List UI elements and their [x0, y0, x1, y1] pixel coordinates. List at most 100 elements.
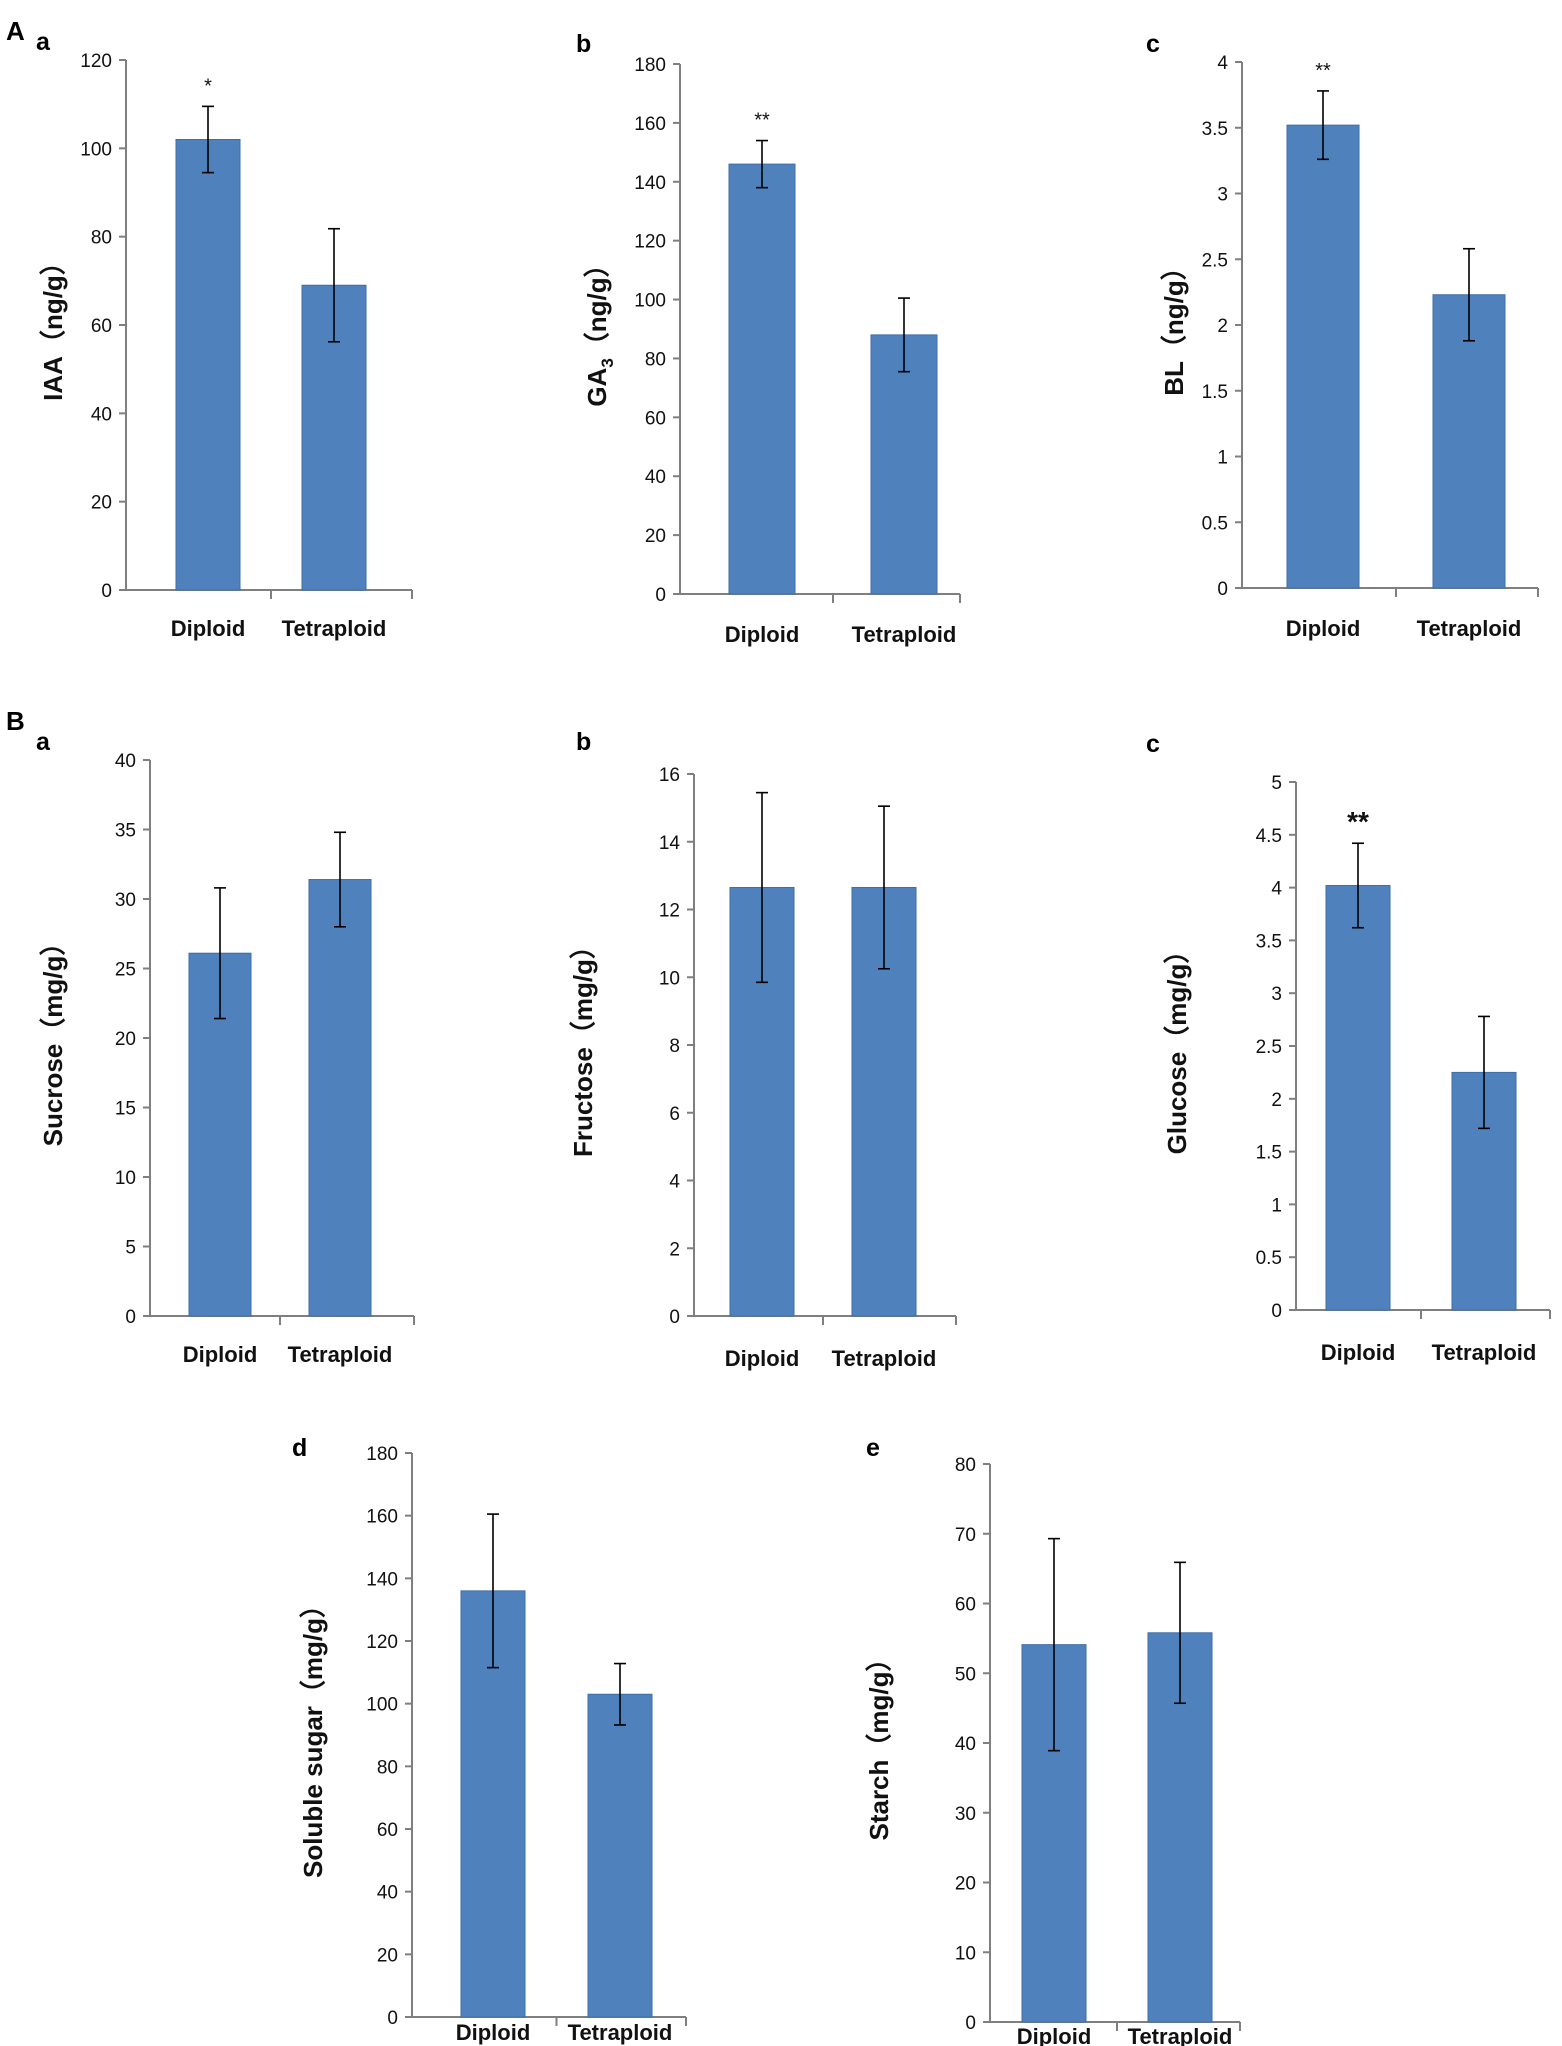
category-label-ac-tetraploid: Tetraploid — [1417, 616, 1522, 641]
y-tick-label-bb-0: 0 — [669, 1307, 680, 1328]
category-label-bc-diploid: Diploid — [1321, 1340, 1396, 1365]
y-tick-label-ab-6: 120 — [634, 232, 666, 253]
y-tick-label-bb-6: 12 — [659, 901, 680, 922]
y-tick-label-ac-3: 1.5 — [1202, 382, 1228, 403]
y-tick-label-bd-4: 80 — [377, 1757, 398, 1778]
category-label-be-tetraploid: Tetraploid — [1128, 2024, 1233, 2046]
y-tick-label-bc-4: 2 — [1271, 1090, 1282, 1111]
subplot-letter-bb: b — [576, 728, 591, 756]
chart-ab: b 0 20 40 60 80 100 120 140 160 180 Diploid ** Tetrap… — [576, 30, 961, 647]
y-tick-label-ac-4: 2 — [1217, 316, 1228, 337]
y-tick-label-ab-2: 40 — [645, 467, 666, 488]
bar-aa-diploid — [175, 139, 241, 591]
y-tick-label-ba-6: 30 — [115, 890, 136, 911]
chart-bc: c 0 0.5 1 1.5 2 2.5 3 3.5 4 4.5 5 Diploid ** Tetraploi… — [1146, 730, 1551, 1365]
y-axis-label-aa: IAA（ng/g） — [38, 249, 68, 401]
category-label-bd-tetraploid: Tetraploid — [568, 2020, 673, 2045]
subplot-letter-ac: c — [1146, 30, 1160, 58]
y-tick-label-be-0: 0 — [965, 2013, 976, 2034]
y-axis-label-ac: BL（ng/g） — [1159, 254, 1189, 396]
y-tick-label-aa-1: 20 — [91, 493, 112, 514]
y-tick-label-be-6: 60 — [955, 1595, 976, 1616]
y-axis-label-bd: Soluble sugar（mg/g） — [298, 1592, 328, 1878]
chart-be: e 0 10 20 30 40 50 60 70 80 Diploid Tetraploid Starc… — [864, 1434, 1241, 2046]
panel-letter-a-upper: A — [6, 16, 25, 46]
y-tick-label-bc-9: 4.5 — [1256, 826, 1282, 847]
y-tick-label-be-4: 40 — [955, 1734, 976, 1755]
y-tick-label-ab-5: 100 — [634, 291, 666, 312]
y-tick-label-bc-8: 4 — [1271, 879, 1282, 900]
significance-mark-ab-diploid: ** — [754, 110, 770, 132]
y-tick-label-bc-0: 0 — [1271, 1301, 1282, 1322]
y-axis-label-ba: Sucrose（mg/g） — [38, 930, 68, 1147]
y-tick-label-ab-3: 60 — [645, 408, 666, 429]
y-tick-label-ab-7: 140 — [634, 173, 666, 194]
bar-bd-tetraploid — [587, 1693, 653, 2018]
significance-mark-ac-diploid: ** — [1315, 60, 1331, 82]
y-tick-label-bc-3: 1.5 — [1256, 1143, 1282, 1164]
y-axis-label-be: Starch（mg/g） — [864, 1645, 894, 1840]
y-tick-label-ab-4: 80 — [645, 349, 666, 370]
y-tick-label-bc-5: 2.5 — [1256, 1037, 1282, 1058]
y-tick-label-bc-7: 3.5 — [1256, 931, 1282, 952]
y-tick-label-ba-2: 10 — [115, 1168, 136, 1189]
category-label-ac-diploid: Diploid — [1286, 616, 1361, 641]
y-tick-label-aa-3: 60 — [91, 316, 112, 337]
y-tick-label-ba-7: 35 — [115, 821, 136, 842]
y-tick-label-bb-5: 10 — [659, 968, 680, 989]
y-tick-label-be-7: 70 — [955, 1525, 976, 1546]
significance-mark-bc-diploid: ** — [1347, 806, 1369, 837]
category-label-ba-tetraploid: Tetraploid — [288, 1342, 393, 1367]
y-tick-label-ab-9: 180 — [634, 55, 666, 76]
y-tick-label-be-2: 20 — [955, 1874, 976, 1895]
y-tick-label-ac-2: 1 — [1217, 448, 1228, 469]
y-tick-label-bd-8: 160 — [366, 1507, 398, 1528]
y-tick-label-bd-7: 140 — [366, 1569, 398, 1590]
y-tick-label-bc-6: 3 — [1271, 984, 1282, 1005]
subplot-letter-ab: b — [576, 30, 591, 58]
y-tick-label-bb-1: 2 — [669, 1239, 680, 1260]
y-tick-label-ba-1: 5 — [125, 1238, 136, 1259]
y-tick-label-bd-3: 60 — [377, 1820, 398, 1841]
y-tick-label-bd-1: 20 — [377, 1945, 398, 1966]
y-tick-label-aa-6: 120 — [80, 51, 112, 72]
chart-aa: a 0 20 40 60 80 100 120 Diploid * Tetraploid IAA（ng… — [36, 28, 413, 641]
y-axis-label-bc: Glucose（mg/g） — [1162, 938, 1192, 1155]
category-label-ab-tetraploid: Tetraploid — [852, 622, 957, 647]
category-label-be-diploid: Diploid — [1017, 2024, 1092, 2046]
chart-bd: d 0 20 40 60 80 100 120 140 160 180 Diploid Tetraplo… — [292, 1434, 687, 2045]
bar-ac-diploid — [1286, 124, 1360, 589]
chart-bb: b 0 2 4 6 8 10 12 14 16 Diploid Tetraploid Fructose（… — [568, 728, 957, 1371]
y-tick-label-ac-6: 3 — [1217, 185, 1228, 206]
y-tick-label-bd-2: 40 — [377, 1883, 398, 1904]
bar-ab-diploid — [728, 163, 796, 595]
y-tick-label-bc-10: 5 — [1271, 773, 1282, 794]
significance-mark-aa-diploid: * — [204, 75, 212, 97]
y-tick-label-ba-8: 40 — [115, 751, 136, 772]
y-axis-label-bb: Fructose（mg/g） — [568, 933, 598, 1157]
y-tick-label-ba-0: 0 — [125, 1307, 136, 1328]
bar-bc-diploid — [1325, 884, 1391, 1311]
y-tick-label-bc-1: 0.5 — [1256, 1248, 1282, 1269]
category-label-bb-tetraploid: Tetraploid — [832, 1346, 937, 1371]
y-tick-label-ba-3: 15 — [115, 1099, 136, 1120]
y-tick-label-ac-1: 0.5 — [1202, 513, 1228, 534]
y-tick-label-bd-0: 0 — [387, 2008, 398, 2029]
y-tick-label-bd-6: 120 — [366, 1632, 398, 1653]
y-tick-label-bc-2: 1 — [1271, 1195, 1282, 1216]
subplot-letter-bd: d — [292, 1434, 307, 1462]
y-tick-label-ab-0: 0 — [655, 585, 666, 606]
category-label-bb-diploid: Diploid — [725, 1346, 800, 1371]
y-tick-label-ab-8: 160 — [634, 114, 666, 135]
y-tick-label-bb-4: 8 — [669, 1036, 680, 1057]
y-tick-label-ac-7: 3.5 — [1202, 119, 1228, 140]
chart-ac: c 0 0.5 1 1.5 2 2.5 3 3.5 4 Diploid ** Tetraploid BL（… — [1146, 30, 1539, 641]
subplot-letter-aa: a — [36, 28, 51, 56]
bar-ba-tetraploid — [308, 879, 372, 1317]
y-tick-label-be-1: 10 — [955, 1943, 976, 1964]
y-tick-label-be-5: 50 — [955, 1664, 976, 1685]
category-label-aa-tetraploid: Tetraploid — [282, 616, 387, 641]
y-tick-label-aa-0: 0 — [101, 581, 112, 602]
y-tick-label-ac-5: 2.5 — [1202, 250, 1228, 271]
